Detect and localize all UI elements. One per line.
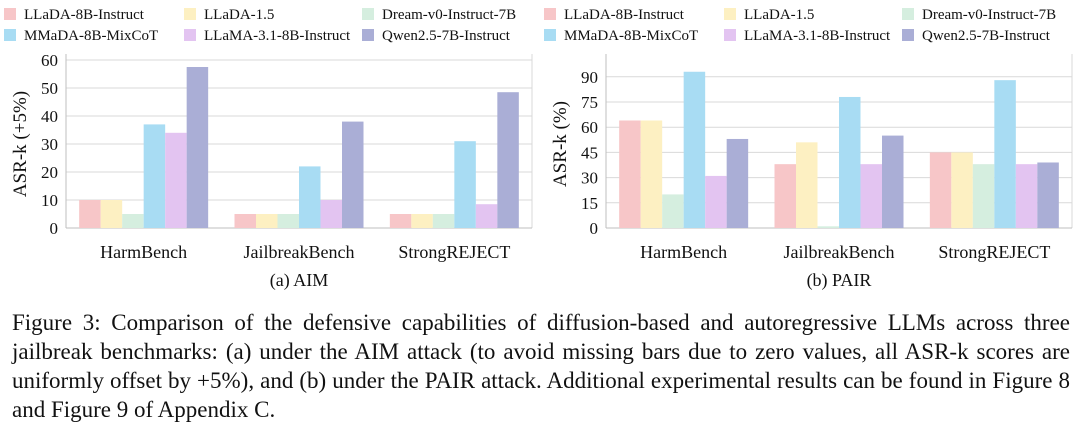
x-tick-label: JailbreakBench [784,242,895,262]
bar [817,226,839,228]
bar [411,214,433,228]
y-tick-label: 60 [581,118,598,137]
y-tick-label: 30 [41,135,58,154]
legend-label: MMaDA-8B-MixCoT [24,28,158,44]
y-tick-label: 50 [41,79,58,98]
legend-label: LLaDA-1.5 [744,7,814,23]
chart-pair-svg: LLaDA-8B-Instruct LLaDA-1.5 Dream-v0-Instr… [544,7,1073,291]
legend-swatch [362,8,374,20]
legend-swatch [4,8,16,20]
y-tick-label: 10 [41,191,58,210]
legend-swatch [4,29,16,41]
legend-swatch [544,8,556,20]
x-tick-label: StrongREJECT [938,242,1050,262]
legend-label: Qwen2.5-7B-Instruct [382,28,511,44]
legend-swatch [362,29,374,41]
y-tick-label: 0 [590,219,599,238]
bar [951,152,973,228]
legend-swatch [544,29,556,41]
bar [475,204,498,228]
legend-swatch [724,29,736,41]
chart-subtitle: (b) PAIR [807,270,872,291]
legend-label: LLaDA-8B-Instruct [24,7,145,23]
bar [683,71,706,228]
legend-label: Qwen2.5-7B-Instruct [922,28,1051,44]
x-tick-label: HarmBench [100,242,187,262]
figure-caption: Figure 3: Comparison of the defensive ca… [12,308,1070,424]
bar [726,138,749,228]
y-tick-label: 0 [50,219,59,238]
bar [143,124,166,228]
y-tick-label: 20 [41,163,58,182]
legend-swatch [902,8,914,20]
bar [1037,162,1059,228]
legend-swatch [184,29,196,41]
bar [796,142,818,228]
legend-label: LLaDA-8B-Instruct [564,7,685,23]
bar [432,214,455,228]
y-tick-label: 40 [41,107,58,126]
y-axis-title: ASR-k (%) [550,101,571,187]
bar [100,200,123,228]
bar [234,214,256,228]
bar [186,67,209,228]
x-tick-label: JailbreakBench [244,242,355,262]
bar [860,164,882,228]
legend-label: LLaMA-3.1-8B-Instruct [744,28,891,44]
y-tick-label: 90 [581,68,598,87]
legend-swatch [184,8,196,20]
y-tick-label: 60 [41,51,58,70]
legend-label: LLaDA-1.5 [204,7,274,23]
bar [705,175,727,228]
bar [299,166,321,228]
chart-subtitle: (a) AIM [270,270,328,291]
legend-swatch [902,29,914,41]
legend-label: Dream-v0-Instruct-7B [382,7,516,23]
y-tick-label: 15 [581,194,598,213]
bar [454,141,476,228]
bar [882,135,904,228]
bar [994,80,1016,228]
legend-label: Dream-v0-Instruct-7B [922,7,1056,23]
y-tick-label: 30 [581,169,598,188]
bar [839,96,861,229]
bar [640,120,663,228]
legend-swatch [724,8,736,20]
bar [122,214,144,228]
chart-pair: LLaDA-8B-Instruct LLaDA-1.5 Dream-v0-Instr… [540,0,1080,300]
bar [497,92,519,228]
bar [79,200,101,228]
bar [342,121,364,228]
bar [389,214,412,228]
x-tick-label: StrongREJECT [398,242,510,262]
legend-label: LLaMA-3.1-8B-Instruct [204,28,351,44]
bar [165,132,187,228]
x-tick-label: HarmBench [640,242,727,262]
bar [662,194,684,228]
bar [256,214,278,228]
bar [972,164,995,228]
y-axis-title: ASR-k (+5%) [10,91,31,197]
bar [277,214,299,228]
legend-label: MMaDA-8B-MixCoT [564,28,698,44]
bar [929,152,952,228]
chart-aim: LLaDA-8B-Instruct LLaDA-1.5 Dream-v0-Instr… [0,0,540,300]
caption-text: Comparison of the defensive capabilities… [12,310,1070,422]
y-tick-label: 75 [581,93,598,112]
caption-label: Figure 3: [12,310,101,335]
bar [1015,164,1038,228]
y-tick-label: 45 [581,143,598,162]
chart-aim-svg: LLaDA-8B-Instruct LLaDA-1.5 Dream-v0-Instr… [4,7,533,291]
bar [774,164,796,228]
bar [619,120,641,228]
bar [320,200,342,228]
